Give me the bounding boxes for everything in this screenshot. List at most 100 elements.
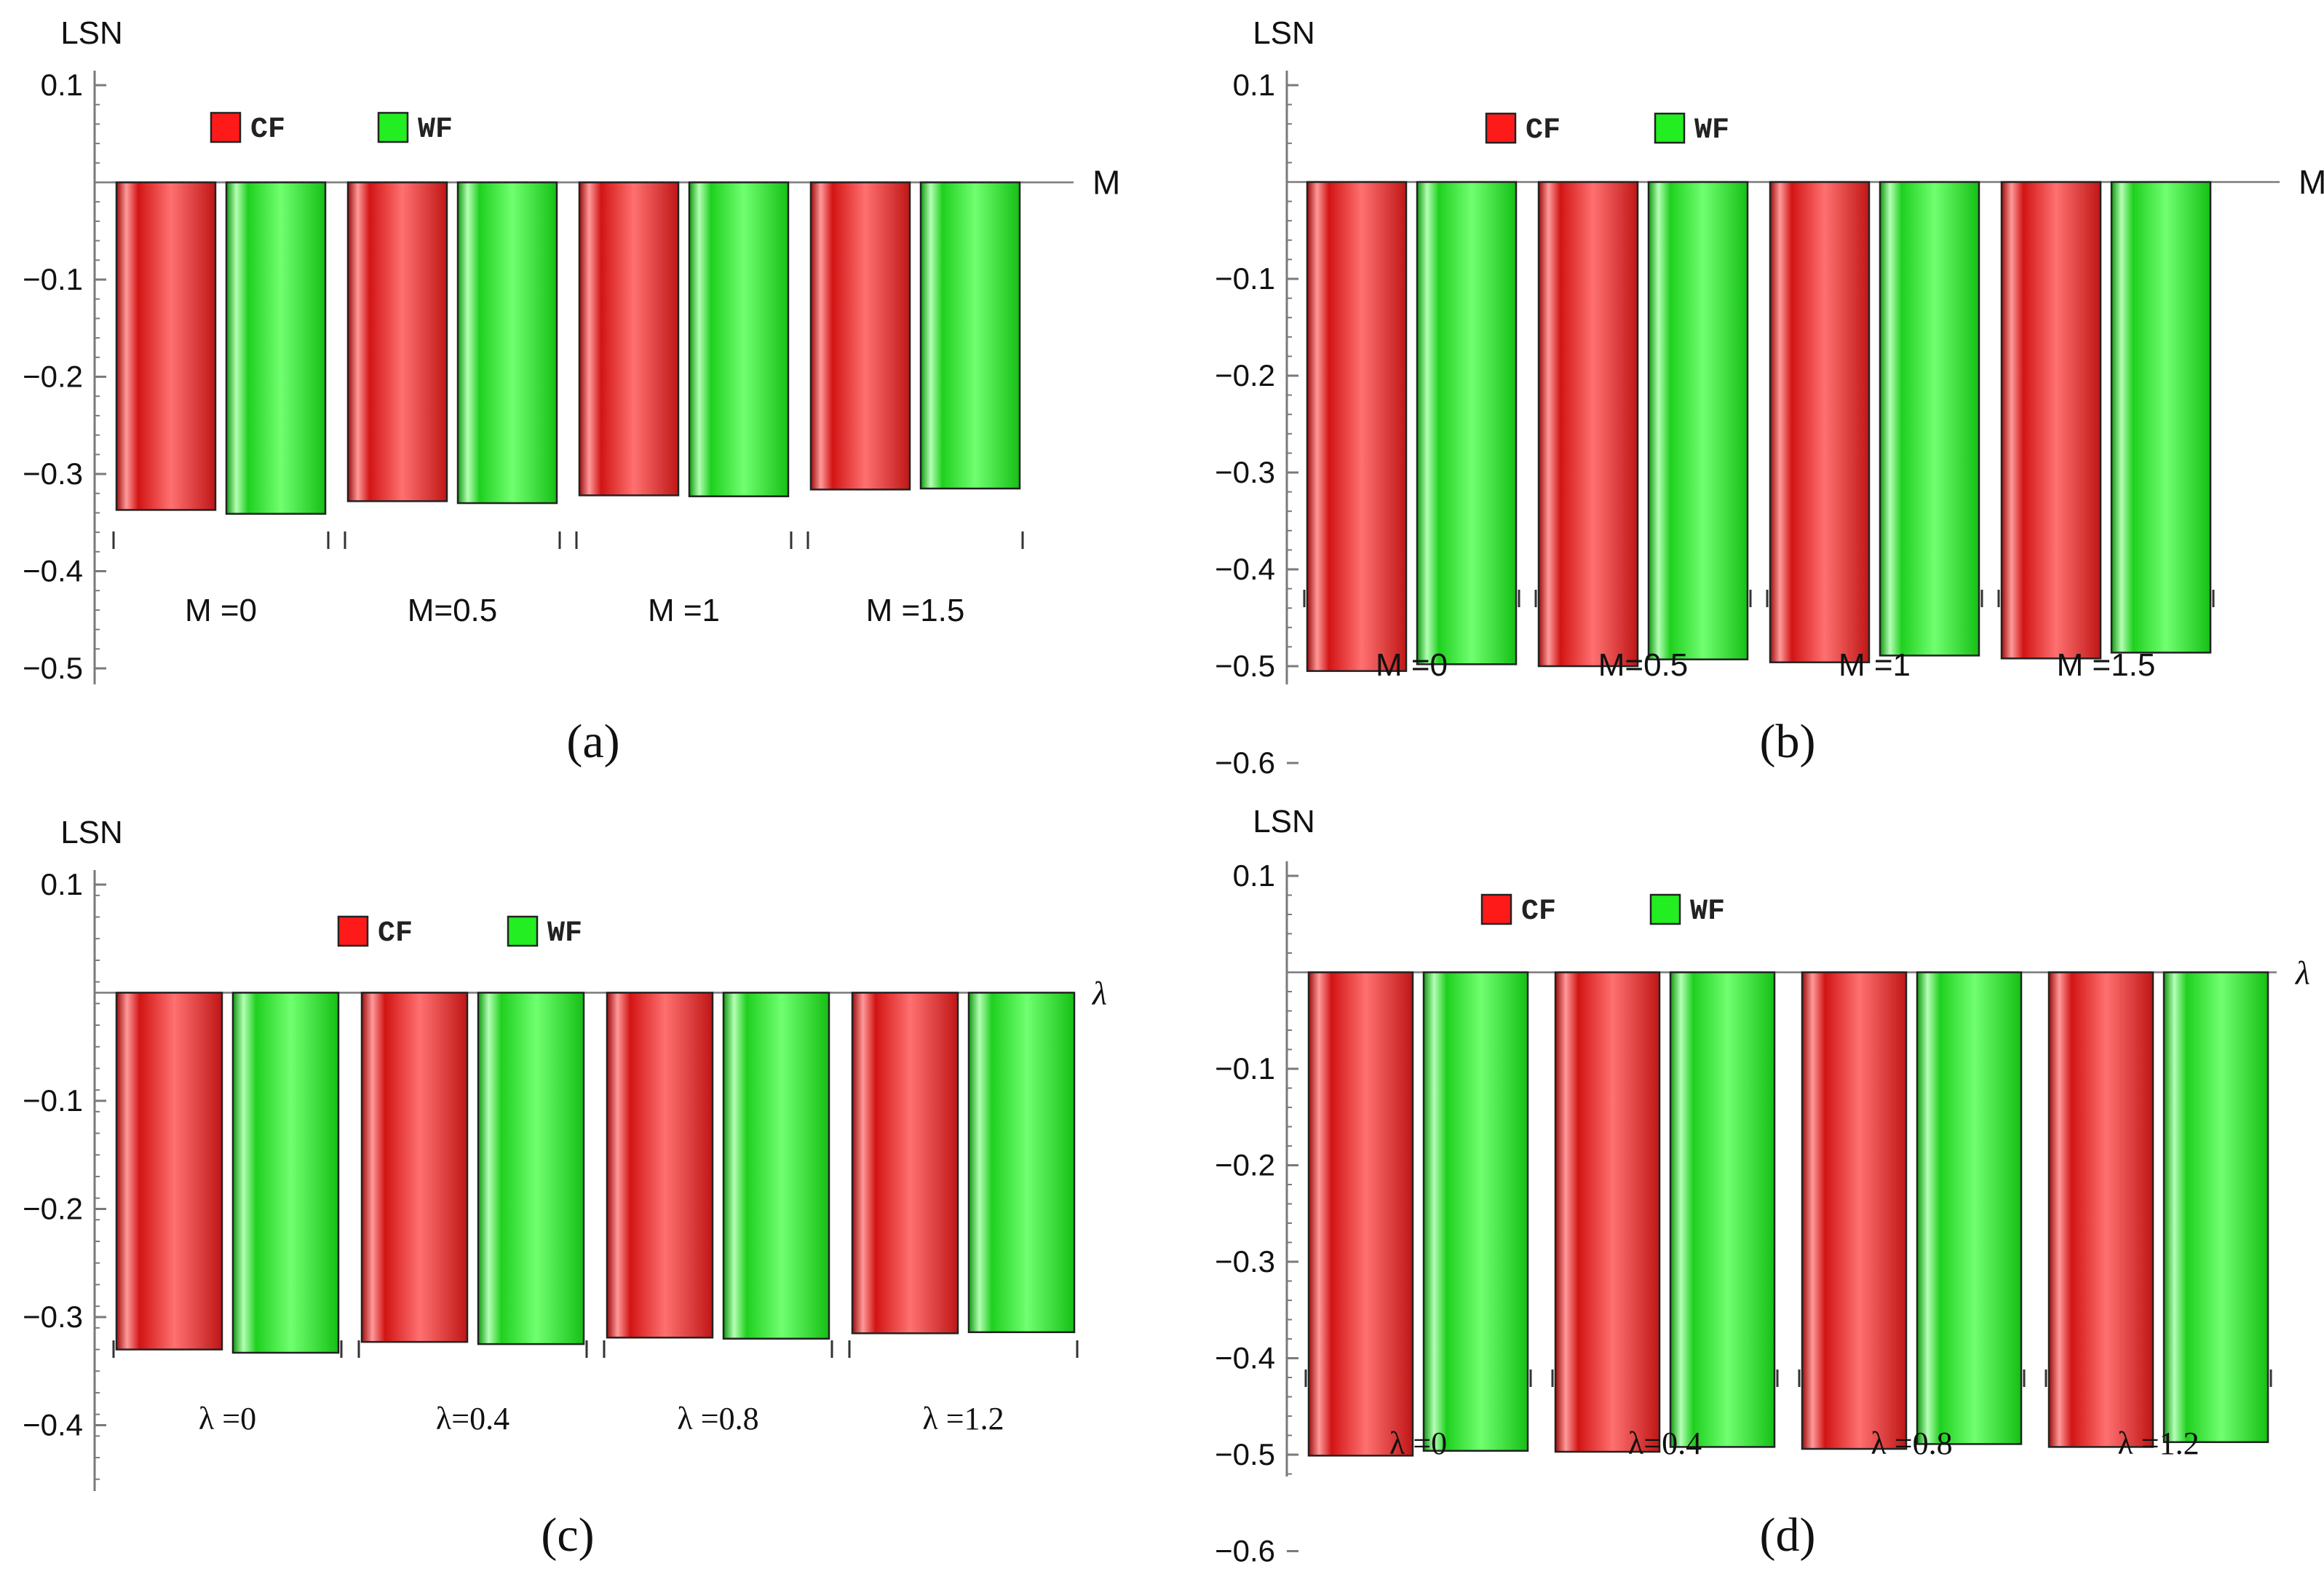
chart-panel-b: 0.1 −0.1 −0.2 −0.3 −0.4 −0.5 −0.6 LSN M M =0 M=0.5… [1215, 15, 2324, 780]
legend-label-cf: CF [250, 114, 285, 146]
bar-wf [688, 181, 790, 497]
legend-swatch-wf [1654, 112, 1686, 144]
bar-wf [225, 181, 327, 515]
legend-label-cf: CF [1526, 114, 1560, 147]
chart-panel-c: 0.1 −0.1 −0.2 −0.3 −0.4 LSN λ λ =0 λ=0.4 λ =0.8 λ … [23, 815, 1107, 1562]
panel-label: (a) [566, 715, 619, 768]
legend-label-wf: WF [1690, 896, 1725, 928]
bar-cf [115, 181, 217, 511]
y-axis-title: LSN [1253, 804, 1315, 839]
bar-wf [1879, 181, 1980, 657]
bar-cf [851, 992, 959, 1335]
y-tick-label: −0.2 [1215, 358, 1275, 392]
bar-wf [967, 992, 1076, 1334]
x-axis-title: λ [1091, 975, 1107, 1012]
y-tick-label: −0.4 [1215, 1341, 1275, 1375]
y-tick-label: −0.5 [1215, 649, 1275, 683]
category-label: M =0 [1376, 647, 1448, 683]
bar-cf [2000, 181, 2102, 660]
category-label: λ =0.8 [677, 1401, 758, 1436]
y-axis-title: LSN [1253, 15, 1315, 51]
x-axis-title: λ [2294, 954, 2310, 992]
y-tick-label: −0.2 [23, 1192, 83, 1226]
bar-cf [578, 181, 680, 497]
y-tick-label: −0.5 [23, 651, 83, 685]
legend-label-cf: CF [1521, 896, 1556, 928]
y-tick-label: −0.3 [1215, 1244, 1275, 1278]
category-label: M=0.5 [1598, 647, 1689, 683]
y-tick-label: −0.4 [23, 1408, 83, 1442]
legend-swatch-cf [1480, 893, 1512, 925]
category-label: λ =0 [1389, 1426, 1447, 1461]
category-label: λ =1.2 [922, 1401, 1004, 1436]
category-label: M =1.5 [866, 593, 965, 628]
y-tick-label: −0.2 [1215, 1148, 1275, 1182]
bar-cf [1306, 181, 1408, 672]
category-label: M =1 [648, 593, 720, 628]
chart-panel-a: 0.1 −0.1 −0.2 −0.3 −0.4 −0.5 LSN M M =0 M=0.5 M =1… [23, 15, 1120, 768]
legend-label-wf: WF [418, 114, 453, 146]
bar-cf [1801, 971, 1908, 1450]
legend-swatch-wf [1649, 893, 1681, 925]
bar-cf [809, 181, 911, 491]
bar-wf [477, 992, 585, 1345]
panel-label: (c) [541, 1509, 594, 1562]
category-label: λ =0 [199, 1401, 256, 1436]
y-tick-label: −0.4 [1215, 552, 1275, 586]
legend: CF WF [1480, 893, 1725, 928]
y-axis-title: LSN [60, 815, 123, 850]
y-tick-label: −0.1 [1215, 1051, 1275, 1086]
panel-label: (b) [1760, 715, 1816, 768]
bar-wf [1916, 971, 2023, 1445]
bar-cf [1307, 971, 1414, 1457]
bar-wf [1422, 971, 1529, 1452]
legend-swatch-wf [507, 915, 539, 947]
bar-cf [346, 181, 448, 502]
legend-label-cf: CF [378, 917, 413, 950]
bar-cf [115, 992, 223, 1351]
y-tick-label: −0.1 [23, 1083, 83, 1118]
bar-wf [2162, 971, 2269, 1444]
legend: CF WF [1485, 112, 1729, 147]
category-label: λ=0.4 [1628, 1426, 1702, 1461]
y-tick-label: −0.6 [1215, 746, 1275, 780]
bar-cf [1554, 971, 1661, 1453]
y-tick-label: −0.1 [1215, 261, 1275, 296]
y-tick-label: −0.4 [23, 554, 83, 588]
y-tick-label: −0.3 [1215, 455, 1275, 489]
x-axis-title: M [1092, 164, 1120, 202]
bar-wf [722, 992, 830, 1340]
y-tick-label: 0.1 [41, 867, 83, 901]
legend-swatch-cf [1485, 112, 1517, 144]
bar-cf [1537, 181, 1639, 668]
legend-label-wf: WF [547, 917, 582, 950]
bar-wf [456, 181, 558, 505]
category-label: M=0.5 [408, 593, 498, 628]
y-tick-label: 0.1 [1233, 858, 1275, 893]
legend-swatch-wf [377, 111, 409, 143]
category-label: M =0 [185, 593, 257, 628]
legend-swatch-cf [337, 915, 369, 947]
y-tick-label: 0.1 [41, 68, 83, 102]
legend-swatch-cf [210, 111, 242, 143]
category-label: λ=0.4 [436, 1401, 509, 1436]
y-tick-label: −0.1 [23, 262, 83, 296]
bar-wf [1669, 971, 1776, 1448]
y-tick-label: −0.6 [1215, 1534, 1275, 1568]
legend-label-wf: WF [1694, 114, 1729, 147]
y-tick-label: −0.2 [23, 360, 83, 394]
bar-wf [1416, 181, 1518, 665]
y-tick-label: −0.3 [23, 456, 83, 491]
y-tick-label: −0.5 [1215, 1437, 1275, 1471]
bar-wf [231, 992, 340, 1354]
category-label: λ =1.2 [2117, 1426, 2199, 1461]
category-label: M =1 [1839, 647, 1911, 683]
category-label: M =1.5 [2057, 647, 2156, 683]
bar-cf [1769, 181, 1871, 663]
bar-wf [2110, 181, 2212, 654]
category-label: λ =0.8 [1871, 1426, 1952, 1461]
chart-panel-d: 0.1 −0.1 −0.2 −0.3 −0.4 −0.5 −0.6 LSN λ λ =0 λ=0.4… [1215, 804, 2310, 1568]
bar-wf [919, 181, 1021, 490]
panel-label: (d) [1760, 1509, 1816, 1562]
